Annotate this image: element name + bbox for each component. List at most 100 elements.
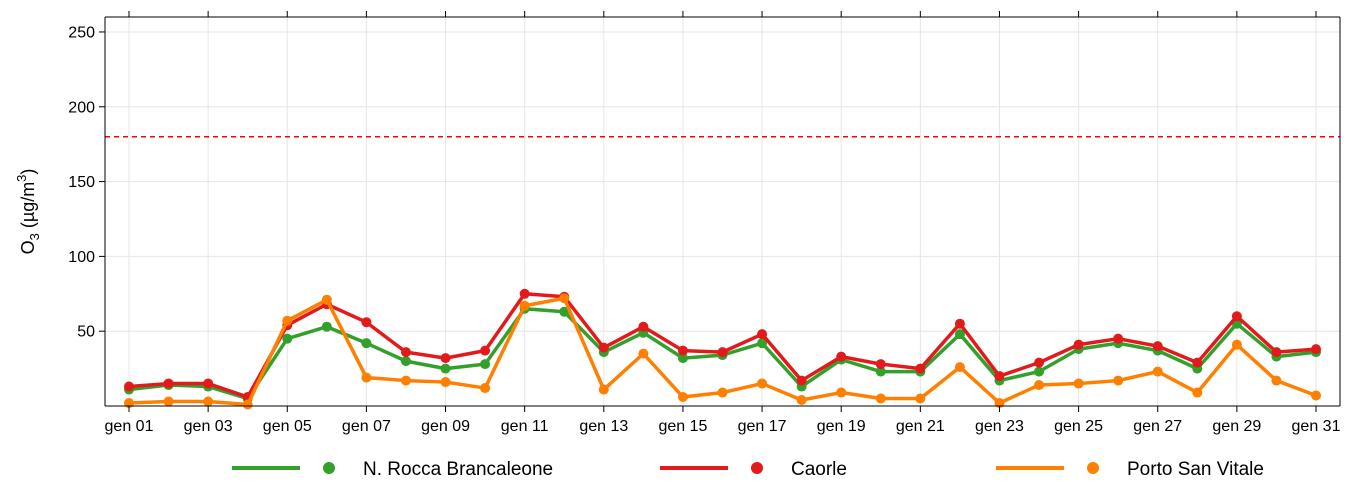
data-point (677, 345, 688, 356)
legend-marker (323, 462, 335, 474)
data-point (282, 315, 293, 326)
data-point (361, 338, 372, 349)
data-point (1311, 390, 1321, 401)
data-point (1034, 357, 1045, 368)
data-point (400, 356, 411, 367)
data-point (757, 378, 768, 389)
x-tick-label: gen 29 (1212, 418, 1261, 435)
data-point (1034, 366, 1045, 377)
data-point (1231, 311, 1242, 322)
data-point (954, 318, 965, 329)
y-tick-label: 50 (77, 324, 95, 341)
data-point (875, 359, 886, 370)
data-point (440, 377, 451, 388)
data-point (203, 378, 214, 389)
data-point (954, 329, 965, 340)
x-tick-label: gen 25 (1054, 418, 1103, 435)
data-point (915, 363, 926, 374)
data-point (757, 338, 768, 349)
data-point (480, 359, 491, 370)
legend-marker (1087, 462, 1099, 474)
series-layer (124, 288, 1321, 410)
y-tick-label: 200 (68, 99, 95, 116)
legend-entry: Caorle (660, 459, 847, 480)
data-point (480, 383, 491, 394)
data-point (796, 375, 807, 386)
data-point (875, 393, 886, 404)
data-point (361, 372, 372, 383)
data-point (717, 347, 728, 358)
data-point (1271, 347, 1282, 358)
data-point (1073, 378, 1084, 389)
y-axis-title: O3 (µg/m3) (14, 169, 42, 255)
x-tick-label: gen 21 (896, 418, 945, 435)
data-point (519, 288, 530, 299)
x-tick-label: gen 17 (738, 418, 787, 435)
data-point (559, 306, 570, 317)
y-tick-label: 250 (68, 24, 95, 41)
data-point (480, 345, 491, 356)
data-point (836, 387, 847, 398)
x-tick-label: gen 03 (184, 418, 233, 435)
x-tick-label: gen 09 (421, 418, 470, 435)
data-point (638, 321, 649, 332)
data-point (440, 353, 451, 364)
x-tick-label: gen 27 (1133, 418, 1182, 435)
data-point (1271, 375, 1282, 386)
x-tick-label: gen 05 (263, 418, 312, 435)
legend-label: Caorle (791, 459, 847, 480)
data-point (361, 317, 372, 328)
data-point (1152, 341, 1163, 352)
series-caorle (124, 288, 1321, 403)
data-point (282, 333, 293, 344)
legend-label: Porto San Vitale (1127, 459, 1264, 480)
y-tick-label: 150 (68, 174, 95, 191)
data-point (915, 393, 926, 404)
x-tick-label: gen 13 (579, 418, 628, 435)
data-point (163, 396, 174, 407)
data-point (519, 300, 530, 311)
data-point (836, 351, 847, 362)
data-point (677, 392, 688, 403)
data-point (163, 378, 174, 389)
data-point (1034, 380, 1045, 391)
data-point (638, 348, 649, 359)
data-point (875, 366, 886, 377)
data-point (1152, 366, 1163, 377)
legend-label: N. Rocca Brancaleone (363, 459, 553, 480)
legend: N. Rocca Brancaleone Caorle Porto San Vita… (232, 459, 1264, 480)
x-tick-label: gen 01 (105, 418, 154, 435)
data-point (796, 395, 807, 406)
data-point (242, 399, 253, 410)
data-point (1231, 339, 1242, 350)
series-porto-san-vitale (124, 293, 1321, 410)
x-tick-label: gen 19 (817, 418, 866, 435)
data-point (1311, 344, 1321, 355)
data-point (203, 396, 214, 407)
axes: 50 100 150 200 250 gen 01 gen 03 gen 05 gen 07 ge… (14, 11, 1341, 435)
data-point (598, 342, 609, 353)
data-point (994, 371, 1005, 382)
legend-entry: N. Rocca Brancaleone (232, 459, 553, 480)
data-point (954, 362, 965, 373)
data-point (400, 347, 411, 358)
x-tick-label: gen 07 (342, 418, 391, 435)
data-point (400, 375, 411, 386)
data-point (321, 294, 332, 305)
data-point (1073, 339, 1084, 350)
data-point (321, 321, 332, 332)
x-tick-label: gen 31 (1292, 418, 1341, 435)
data-point (1113, 375, 1124, 386)
data-point (440, 363, 451, 374)
data-point (1192, 387, 1203, 398)
data-point (598, 384, 609, 395)
y-tick-label: 100 (68, 249, 95, 266)
data-point (124, 381, 134, 392)
data-point (559, 293, 570, 304)
legend-marker (751, 462, 763, 474)
legend-entry: Porto San Vitale (996, 459, 1264, 480)
x-tick-label: gen 23 (975, 418, 1024, 435)
x-tick-label: gen 11 (501, 418, 549, 435)
data-point (717, 387, 728, 398)
